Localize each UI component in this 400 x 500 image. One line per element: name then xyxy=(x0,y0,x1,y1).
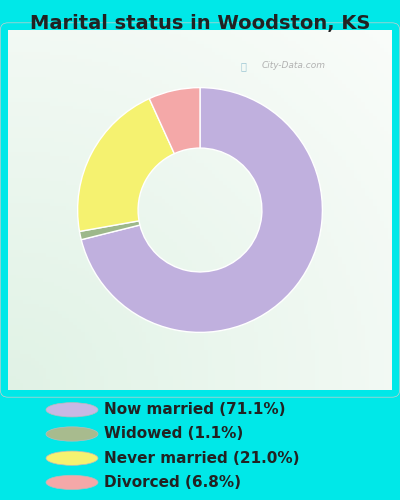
Text: Now married (71.1%): Now married (71.1%) xyxy=(104,402,286,417)
Text: City-Data.com: City-Data.com xyxy=(262,62,326,70)
Wedge shape xyxy=(78,98,174,232)
Wedge shape xyxy=(149,88,200,154)
Circle shape xyxy=(46,427,98,441)
Circle shape xyxy=(46,402,98,417)
Wedge shape xyxy=(80,221,140,240)
Text: Marital status in Woodston, KS: Marital status in Woodston, KS xyxy=(30,14,370,33)
Text: Widowed (1.1%): Widowed (1.1%) xyxy=(104,426,243,442)
Text: ⓘ: ⓘ xyxy=(240,61,246,71)
Wedge shape xyxy=(81,88,322,332)
Text: Divorced (6.8%): Divorced (6.8%) xyxy=(104,475,241,490)
Circle shape xyxy=(46,451,98,466)
Text: Never married (21.0%): Never married (21.0%) xyxy=(104,450,300,466)
Circle shape xyxy=(46,475,98,490)
